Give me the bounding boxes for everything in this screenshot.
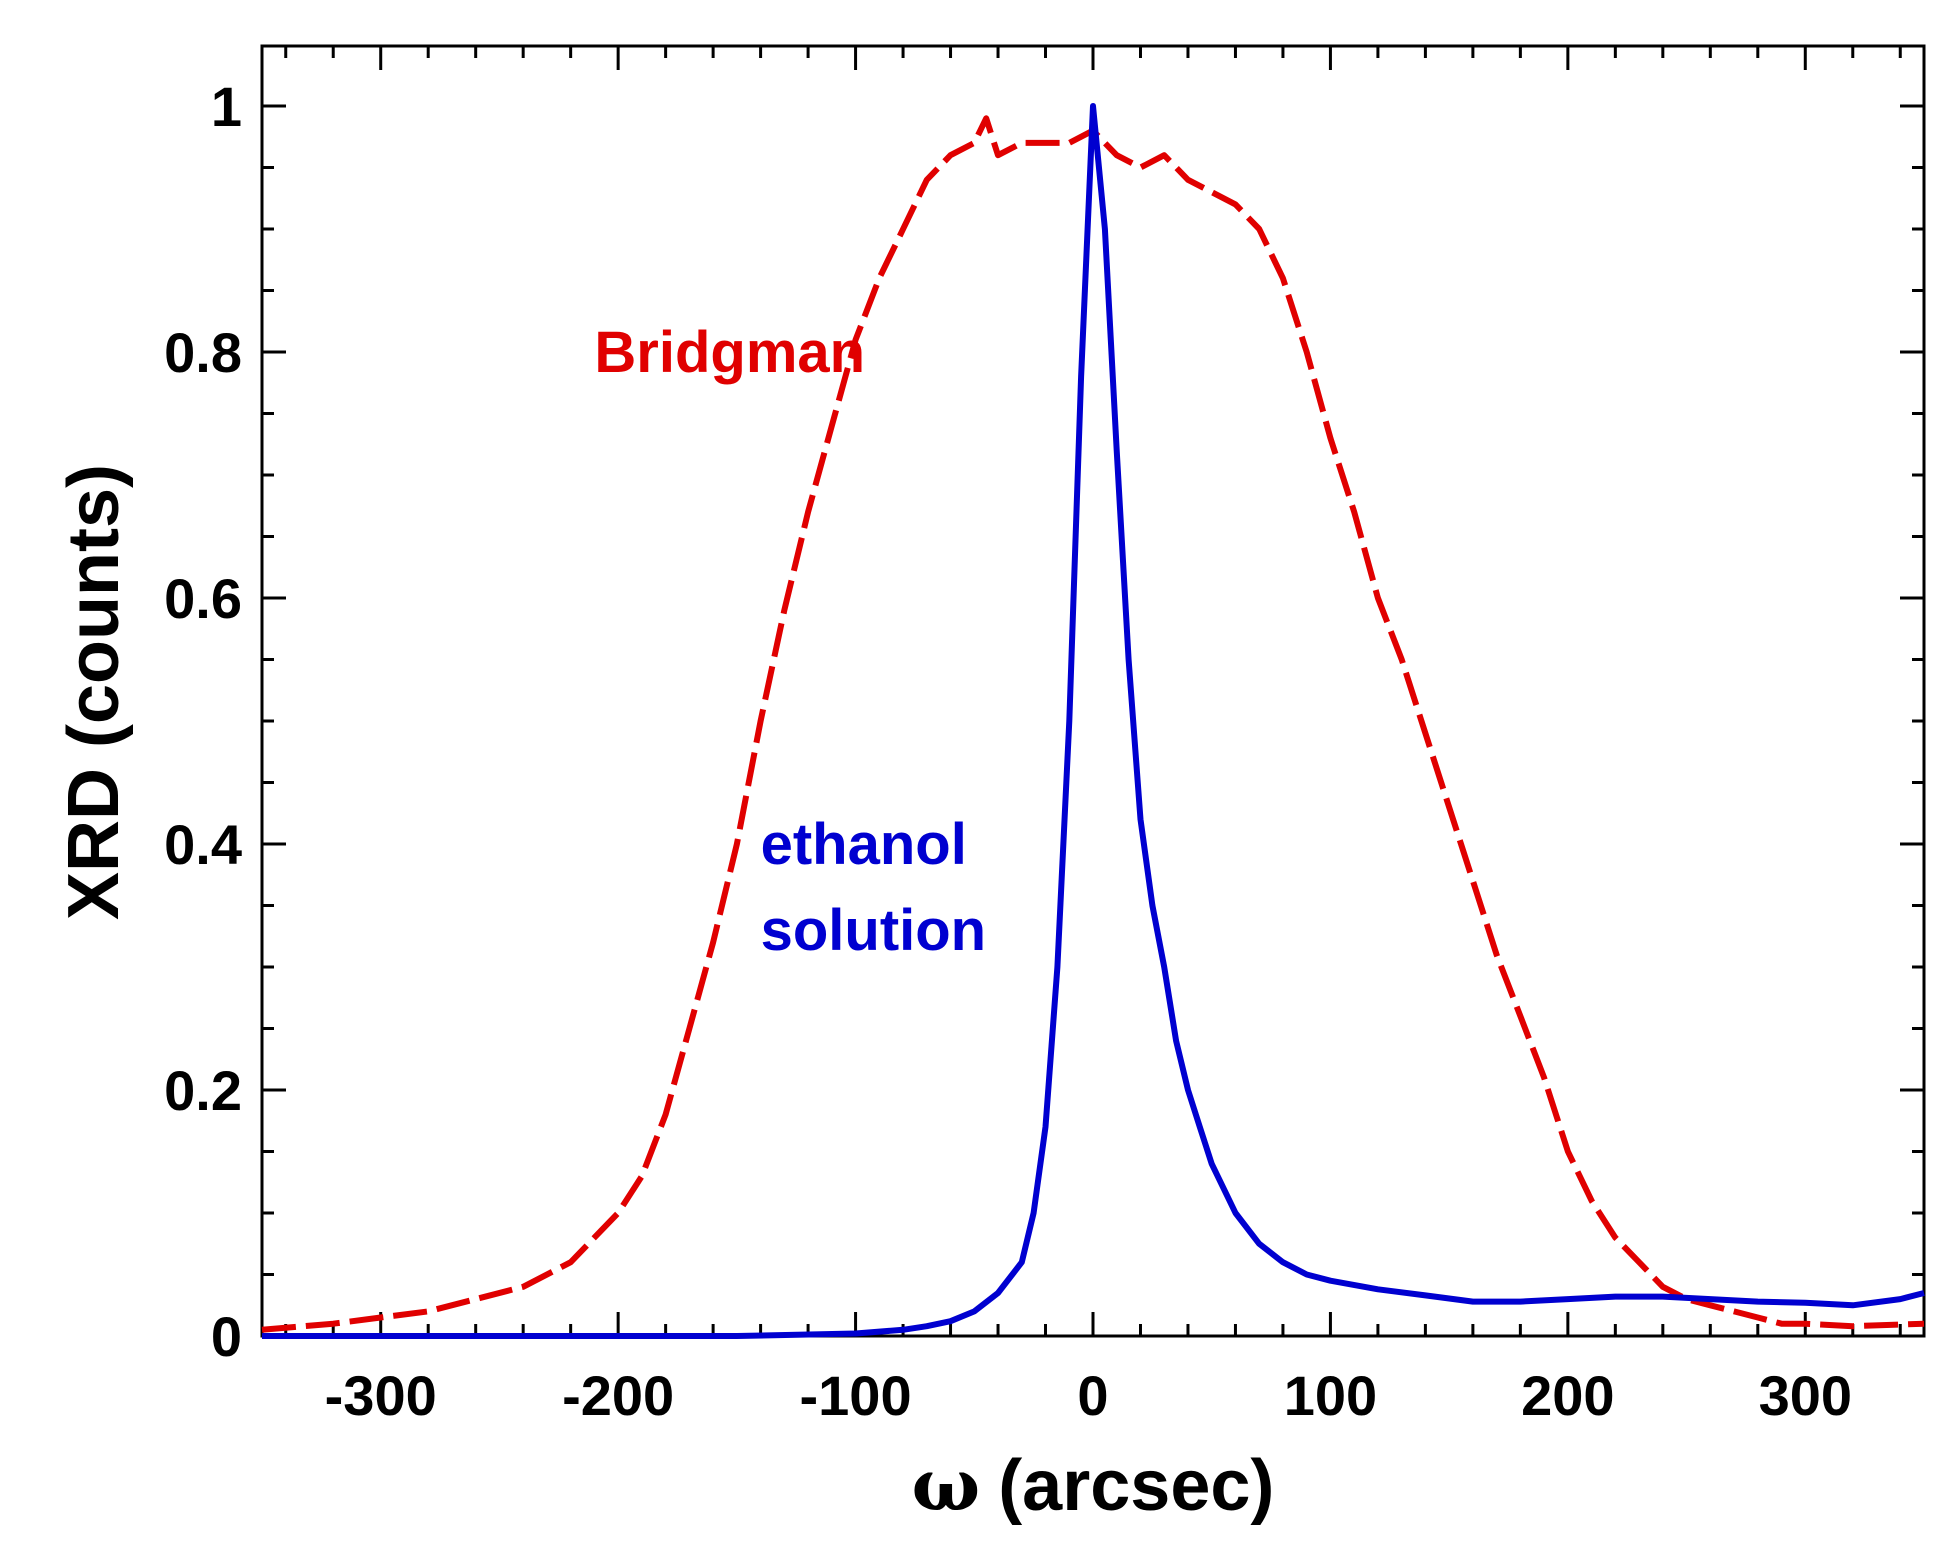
x-axis-label-symbol: ω [912, 1442, 981, 1527]
x-tick-label: 0 [1077, 1364, 1108, 1427]
series-layer [261, 103, 1925, 1339]
annotation-ethanol: ethanol [761, 812, 967, 877]
y-tick-label: 0.2 [164, 1059, 242, 1122]
x-tick-label: 100 [1284, 1364, 1377, 1427]
annotations: Bridgman ethanol solution [594, 320, 986, 963]
y-axis-label: XRD (counts) [54, 464, 134, 920]
y-tick-label: 0 [211, 1305, 242, 1368]
y-tick-label: 0.6 [164, 567, 242, 630]
y-tick-label: 0.4 [164, 813, 242, 876]
x-tick-label: 300 [1759, 1364, 1852, 1427]
x-axis-label: ω (arcsec) [912, 1442, 1275, 1527]
x-tick-label: 200 [1521, 1364, 1614, 1427]
tick-marks [262, 46, 1924, 1338]
series-line-ethanol-solution [262, 103, 1925, 1339]
annotation-bridgman: Bridgman [594, 320, 865, 385]
y-tick-labels: 0 0.2 0.4 0.6 0.8 1 [164, 75, 242, 1368]
y-tick-label: 0.8 [164, 321, 242, 384]
y-tick-label: 1 [211, 75, 242, 138]
x-tick-label: -200 [562, 1364, 674, 1427]
x-axis-label-unit: (arcsec) [998, 1446, 1274, 1526]
x-tick-label: -300 [325, 1364, 437, 1427]
x-tick-labels: -300 -200 -100 0 100 200 300 [325, 1364, 1852, 1427]
x-tick-label: -100 [800, 1364, 912, 1427]
series-line-bridgman [261, 115, 1925, 1333]
plot-frame [260, 44, 1926, 1338]
annotation-solution: solution [761, 898, 987, 963]
